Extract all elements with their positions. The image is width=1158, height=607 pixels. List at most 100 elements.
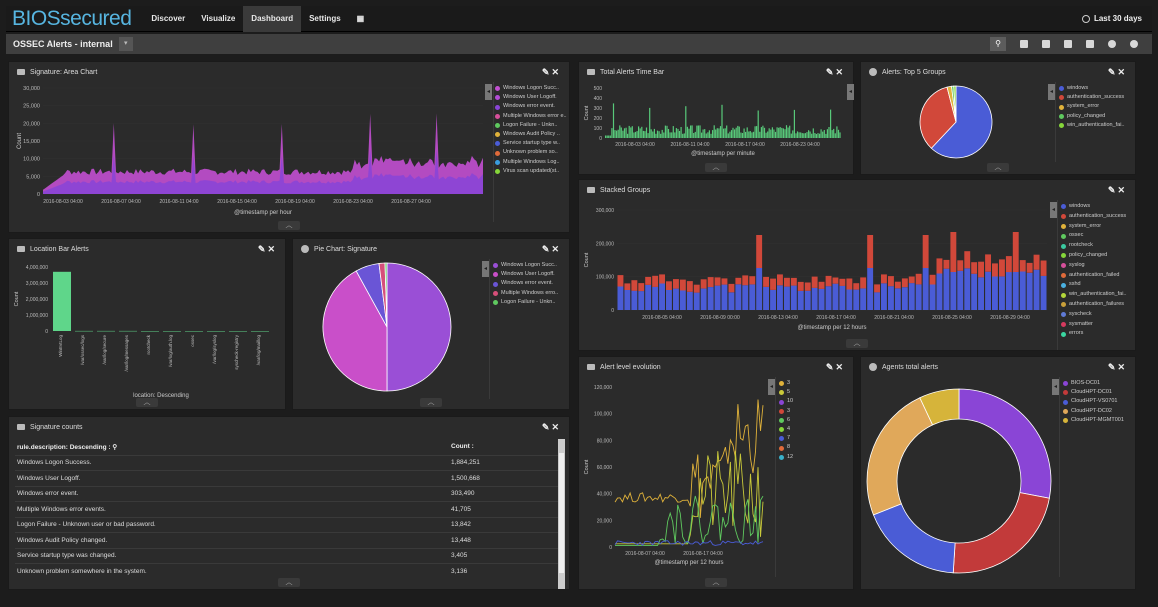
nav-dashboard[interactable]: Dashboard xyxy=(243,5,302,32)
legend-item[interactable]: policy_changed xyxy=(1059,112,1124,121)
search-button[interactable]: ⚲ xyxy=(990,37,1006,51)
legend-item[interactable]: sysmatter xyxy=(1061,320,1126,330)
legend-item[interactable]: Service startup type w.. xyxy=(495,139,567,148)
legend-item[interactable]: system_error xyxy=(1059,102,1124,111)
legend-item[interactable]: system_error xyxy=(1061,222,1126,232)
legend-item[interactable]: win_authentication_fai.. xyxy=(1059,121,1124,130)
legend-toggle[interactable]: ◂ xyxy=(847,84,854,100)
legend-item[interactable]: 12 xyxy=(779,453,793,462)
legend-item[interactable]: Logon Failure - Unkn.. xyxy=(493,298,558,307)
table-row[interactable]: Logon Failure - Unknown user or bad pass… xyxy=(15,516,561,533)
legend-item[interactable]: syscheck xyxy=(1061,310,1126,320)
add-panel-icon[interactable] xyxy=(1130,40,1138,48)
legend-item[interactable]: policy_changed xyxy=(1061,251,1126,261)
legend-item[interactable]: Windows Audit Policy .. xyxy=(495,130,567,139)
legend-item[interactable]: authentication_failures xyxy=(1061,300,1126,310)
collapse-button[interactable]: ︿ xyxy=(136,398,158,407)
table-row[interactable]: Windows Audit Policy changed. 13,448 xyxy=(15,532,561,548)
legend-item[interactable]: authentication_success xyxy=(1059,93,1124,102)
share-icon[interactable] xyxy=(1086,40,1094,48)
edit-close-icon[interactable]: ✎✕ xyxy=(825,361,845,372)
legend-item[interactable]: Multiple Windows Log.. xyxy=(495,158,567,167)
legend-item[interactable]: Windows Logon Succ.. xyxy=(495,84,567,93)
legend-item[interactable]: 3 xyxy=(779,407,793,416)
nav-visualize[interactable]: Visualize xyxy=(201,13,236,23)
table-row[interactable]: Service startup type was changed. 3,405 xyxy=(15,547,561,564)
legend-item[interactable]: 7 xyxy=(779,434,793,443)
legend-item[interactable]: BIOS-DC01 xyxy=(1063,379,1124,388)
col-count-header[interactable]: Count : xyxy=(451,443,474,451)
table-row[interactable]: Windows error event. 303,490 xyxy=(15,485,561,502)
collapse-button[interactable]: ︿ xyxy=(705,163,727,172)
legend-item[interactable]: CloudHPT-VS0701 xyxy=(1063,397,1124,406)
legend-toggle[interactable]: ◂ xyxy=(1050,202,1057,218)
nav-settings[interactable]: Settings xyxy=(309,13,341,23)
dashboard-dropdown-icon[interactable]: ▾ xyxy=(118,37,133,51)
legend-item[interactable]: windows xyxy=(1059,84,1124,93)
legend-item[interactable]: Multiple Windows erro.. xyxy=(493,289,558,298)
open-folder-icon[interactable] xyxy=(1064,40,1072,48)
legend-item[interactable]: CloudHPT-DC01 xyxy=(1063,388,1124,397)
legend-toggle[interactable]: ◂ xyxy=(1052,379,1059,395)
settings-icon[interactable] xyxy=(1108,40,1116,48)
legend-toggle[interactable]: ◂ xyxy=(485,84,492,100)
legend-item[interactable]: Virus scan updated(st.. xyxy=(495,167,567,176)
edit-close-icon[interactable]: ✎✕ xyxy=(1107,184,1127,195)
edit-close-icon[interactable]: ✎✕ xyxy=(541,243,561,254)
table-scrollbar[interactable] xyxy=(558,439,565,589)
legend-item[interactable]: win_authentication_fai.. xyxy=(1061,290,1126,300)
edit-close-icon[interactable]: ✎✕ xyxy=(541,421,561,432)
legend-item[interactable]: windows xyxy=(1061,202,1126,212)
legend-item[interactable]: Windows Logon Succ.. xyxy=(493,261,558,270)
legend-toggle[interactable]: ◂ xyxy=(482,261,489,277)
nav-discover[interactable]: Discover xyxy=(151,13,186,23)
table-row[interactable]: Unknown problem somewhere in the system.… xyxy=(15,563,561,579)
collapse-button[interactable]: ︿ xyxy=(420,398,442,407)
legend-item[interactable]: 6 xyxy=(779,416,793,425)
legend-item[interactable]: Windows User Logoff. xyxy=(495,93,567,102)
legend-item[interactable]: 4 xyxy=(779,425,793,434)
edit-close-icon[interactable]: ✎✕ xyxy=(1107,66,1127,77)
legend-item[interactable]: rootcheck xyxy=(1061,241,1126,251)
edit-close-icon[interactable]: ✎✕ xyxy=(541,66,561,77)
legend-item[interactable]: authentication_success xyxy=(1061,212,1126,222)
scroll-thumb[interactable] xyxy=(559,453,564,573)
legend-item[interactable]: 10 xyxy=(779,397,793,406)
legend-item[interactable]: 8 xyxy=(779,443,793,452)
legend-item[interactable]: Windows error event. xyxy=(493,279,558,288)
edit-close-icon[interactable]: ✎✕ xyxy=(825,66,845,77)
time-picker[interactable]: Last 30 days xyxy=(1081,14,1152,23)
legend-item[interactable]: Windows User Logoff. xyxy=(493,270,558,279)
legend-item[interactable]: errors xyxy=(1061,329,1126,339)
legend-item[interactable]: sshd xyxy=(1061,280,1126,290)
collapse-button[interactable]: ︿ xyxy=(987,163,1009,172)
legend-item[interactable]: Unknown problem so.. xyxy=(495,148,567,157)
table-row[interactable]: Windows Logon Success. 1,884,251 xyxy=(15,454,561,471)
grid-icon[interactable]: ▦ xyxy=(356,13,365,23)
legend-toggle[interactable]: ◂ xyxy=(768,379,775,395)
legend-item[interactable]: Windows error event. xyxy=(495,102,567,111)
app-logo[interactable]: BIOSsecured xyxy=(12,6,132,30)
legend-item[interactable]: CloudHPT-DC02 xyxy=(1063,407,1124,416)
legend-item[interactable]: syslog xyxy=(1061,261,1126,271)
legend-item[interactable]: Logon Failure - Unkn.. xyxy=(495,121,567,130)
table-row[interactable]: Multiple Windows error events. 41,705 xyxy=(15,501,561,517)
legend-item[interactable]: CloudHPT-MGMT001 xyxy=(1063,416,1124,425)
save-icon[interactable] xyxy=(1042,40,1050,48)
legend-item[interactable]: Multiple Windows error e.. xyxy=(495,112,567,121)
collapse-button[interactable]: ︿ xyxy=(846,339,868,348)
search-icon[interactable]: ⚲ xyxy=(112,443,118,451)
new-dashboard-icon[interactable] xyxy=(1020,40,1028,48)
edit-close-icon[interactable]: ✎✕ xyxy=(257,243,277,254)
edit-close-icon[interactable]: ✎✕ xyxy=(1107,361,1127,372)
legend-toggle[interactable]: ◂ xyxy=(1048,84,1055,100)
legend-item[interactable]: ossec xyxy=(1061,231,1126,241)
collapse-button[interactable]: ︿ xyxy=(278,221,300,230)
legend-item[interactable]: 3 xyxy=(779,379,793,388)
collapse-button[interactable]: ︿ xyxy=(278,578,300,587)
legend-item[interactable]: authentication_failed xyxy=(1061,271,1126,281)
legend-item[interactable]: 5 xyxy=(779,388,793,397)
col-description-header[interactable]: rule.description: Descending : ⚲ xyxy=(17,443,118,451)
table-row[interactable]: Windows User Logoff. 1,500,668 xyxy=(15,470,561,486)
collapse-button[interactable]: ︿ xyxy=(705,578,727,587)
